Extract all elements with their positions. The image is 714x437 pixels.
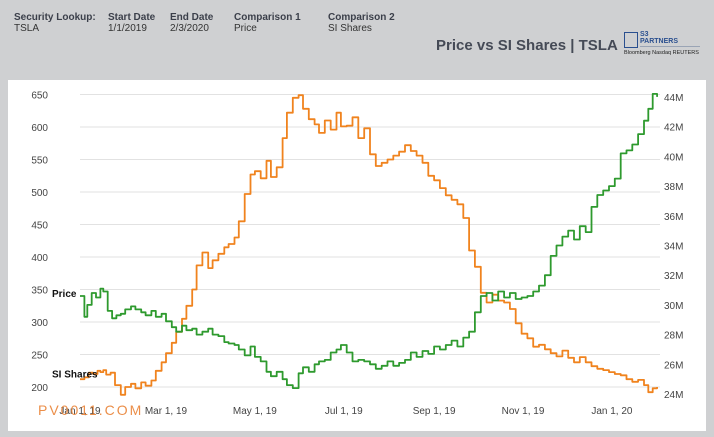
series-line-si-shares [80,93,658,389]
logo-text: PARTNERS [640,38,678,45]
y-left-tick-label: 650 [31,91,48,102]
field-label: End Date [170,12,214,23]
watermark: PV0011.COM [38,402,144,418]
header-bar: Security Lookup: TSLA Start Date 1/1/201… [0,0,714,80]
series-label: SI Shares [52,369,98,380]
y-right-tick-label: 38M [664,182,683,193]
y-right-tick-label: 24M [664,390,683,401]
field-value: 1/1/2019 [108,23,147,34]
y-right-tick-label: 34M [664,241,683,252]
plot-card [8,80,706,431]
x-tick-label: Jul 1, 19 [325,406,363,417]
x-tick-label: Nov 1, 19 [502,406,545,417]
x-tick-label: Jan 1, 19 [59,406,101,417]
field-comparison-2: Comparison 2 SI Shares [328,12,395,34]
field-start-date: Start Date 1/1/2019 [108,12,155,34]
field-label: Start Date [108,12,156,23]
field-value: SI Shares [328,23,372,34]
field-label: Comparison 1 [234,12,301,23]
logo-sources: Bloomberg Nasdaq REUTERS [624,50,699,56]
y-left-tick-label: 300 [31,318,48,329]
series-label: Price [52,289,77,300]
y-left-tick-label: 400 [31,253,48,264]
y-right-tick-label: 30M [664,301,683,312]
field-label: Comparison 2 [328,12,395,23]
x-tick-label: Mar 1, 19 [145,406,188,417]
y-right-tick-label: 36M [664,212,683,223]
y-left-tick-label: 250 [31,351,48,362]
y-right-tick-label: 40M [664,152,683,163]
x-tick-label: Jan 1, 20 [591,406,633,417]
y-right-tick-label: 32M [664,271,683,282]
field-value: 2/3/2020 [170,23,209,34]
y-right-tick-label: 26M [664,360,683,371]
logo-divider [640,46,700,47]
y-right-tick-label: 42M [664,123,683,134]
y-left-tick-label: 600 [31,123,48,134]
x-tick-label: May 1, 19 [233,406,277,417]
series-line-price [80,94,658,396]
y-left-tick-label: 200 [31,383,48,394]
y-left-tick-label: 550 [31,156,48,167]
s3-partners-logo: S3 PARTNERS Bloomberg Nasdaq REUTERS [622,30,706,60]
field-value: TSLA [14,23,40,34]
logo-mark-icon [624,32,638,48]
y-right-tick-label: 28M [664,331,683,342]
field-value: Price [234,23,257,34]
chart-title: Price vs SI Shares | TSLA [436,37,618,54]
y-left-tick-label: 500 [31,188,48,199]
x-tick-label: Sep 1, 19 [413,406,456,417]
y-right-tick-label: 44M [664,93,683,104]
field-label: Security Lookup: [14,12,96,23]
field-comparison-1: Comparison 1 Price [234,12,301,34]
y-left-tick-label: 350 [31,286,48,297]
field-security-lookup: Security Lookup: TSLA [14,12,96,34]
field-end-date: End Date 2/3/2020 [170,12,213,34]
y-left-tick-label: 450 [31,221,48,232]
logo-text: S3 [640,31,649,38]
